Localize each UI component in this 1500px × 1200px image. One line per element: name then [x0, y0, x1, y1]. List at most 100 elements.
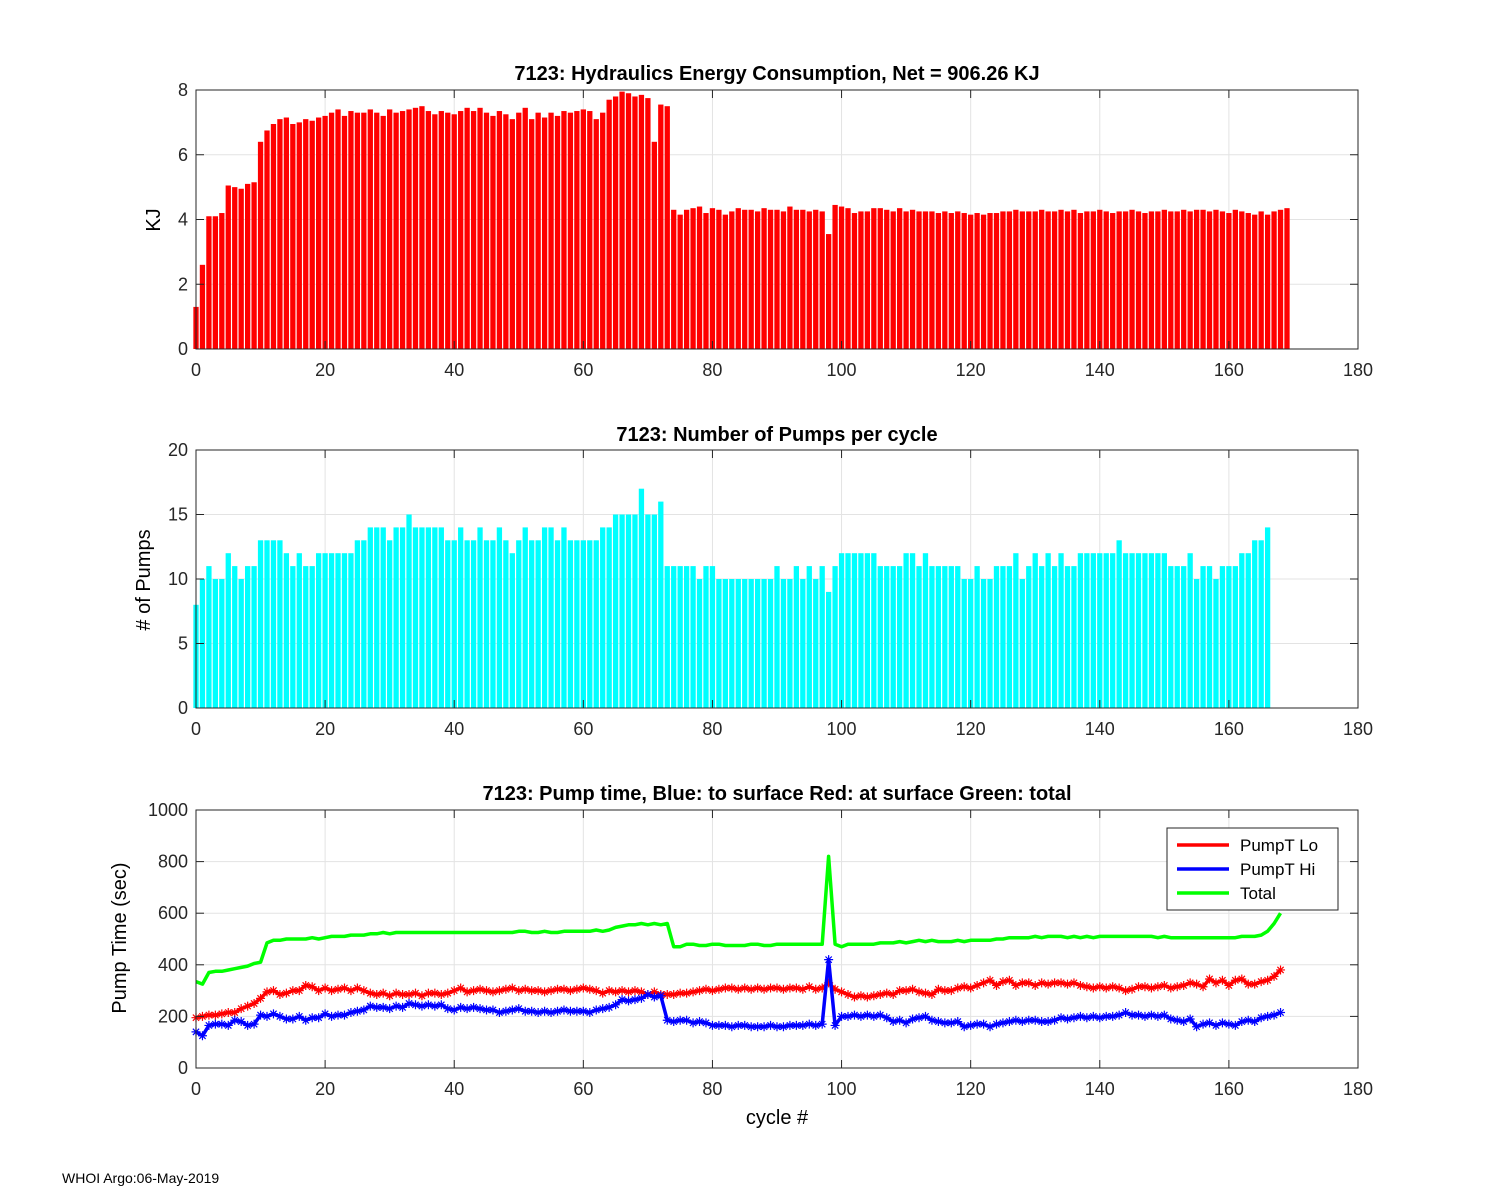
series-marker: [598, 988, 608, 998]
series-marker: [359, 1005, 369, 1015]
series-marker: [701, 984, 711, 994]
pumps-bar: [858, 553, 864, 708]
series-marker: [1030, 980, 1040, 990]
series-marker: [830, 1020, 840, 1030]
series-marker: [1243, 1015, 1253, 1025]
series-marker: [385, 991, 395, 1001]
pump-time-xtick-label: 20: [315, 1079, 335, 1099]
pumps-bar: [1161, 553, 1167, 708]
series-marker: [798, 1020, 808, 1030]
pumps-bar: [922, 553, 929, 708]
energy-xtick-label: 60: [573, 360, 593, 380]
series-marker: [727, 1022, 737, 1032]
energy-bar: [270, 123, 277, 350]
series-marker: [281, 988, 291, 998]
series-marker: [204, 1020, 214, 1030]
series-marker: [966, 1020, 976, 1030]
series-marker: [1004, 1017, 1014, 1027]
pumps-bar: [1000, 566, 1006, 708]
series-marker: [346, 986, 356, 996]
energy-bar: [1135, 211, 1142, 349]
series-marker: [294, 1011, 304, 1021]
pumps-bar: [1252, 540, 1258, 708]
series-marker: [1185, 978, 1195, 988]
series-marker: [1192, 979, 1202, 989]
series-marker: [501, 984, 511, 994]
series-marker: [565, 986, 575, 996]
energy-bar: [858, 211, 864, 349]
pumps-bar: [509, 553, 515, 708]
energy-chart-title: 7123: Hydraulics Energy Consumption, Net…: [514, 63, 1039, 85]
pumps-bar: [277, 540, 283, 708]
series-marker: [1069, 978, 1079, 988]
series-marker: [830, 984, 840, 994]
series-marker: [875, 989, 885, 999]
series-marker: [223, 1020, 233, 1030]
series-marker: [591, 986, 601, 996]
series-marker: [1017, 1017, 1027, 1027]
pumps-bar: [800, 579, 806, 708]
pumps-bar: [225, 553, 231, 708]
pumps-bar: [348, 553, 354, 708]
pumps-bar: [464, 540, 470, 708]
series-marker: [359, 986, 369, 996]
pumps-bar: [1077, 553, 1084, 708]
series-marker: [901, 1018, 911, 1028]
pumps-bar: [1206, 566, 1213, 708]
series-marker: [998, 977, 1008, 987]
pumps-bar: [296, 553, 302, 708]
series-marker: [675, 1015, 685, 1025]
pump-time-ytick-label: 800: [158, 852, 188, 872]
series-marker: [456, 983, 466, 993]
energy-bar: [387, 109, 393, 349]
energy-bar: [219, 213, 225, 349]
pump-time-xtick-label: 0: [191, 1079, 201, 1099]
pumps-xtick-label: 0: [191, 719, 201, 739]
pumps-bar: [567, 540, 574, 708]
series-marker: [527, 986, 537, 996]
energy-bar: [464, 107, 470, 350]
energy-ytick-label: 0: [178, 339, 188, 359]
series-marker: [314, 1013, 324, 1023]
energy-ytick-label: 6: [178, 145, 188, 165]
pumps-bar: [419, 527, 425, 708]
energy-xtick-label: 140: [1085, 360, 1115, 380]
energy-bar: [1245, 213, 1251, 349]
pump-time-ytick-label: 0: [178, 1058, 188, 1078]
series-marker: [1050, 978, 1060, 988]
energy-bar: [251, 182, 257, 349]
energy-bar: [432, 114, 438, 349]
pumps-bar: [535, 540, 541, 708]
pumps-ytick-label: 15: [168, 505, 188, 525]
pumps-bar: [490, 540, 496, 708]
pumps-xtick-label: 80: [702, 719, 722, 739]
series-marker: [572, 984, 582, 994]
energy-bar: [851, 213, 858, 349]
series-marker: [772, 1022, 782, 1032]
pumps-bar: [503, 540, 509, 708]
pumps-bar: [451, 540, 457, 708]
series-marker: [469, 1002, 479, 1012]
pumps-bar: [606, 527, 612, 708]
energy-bar: [1264, 214, 1271, 349]
series-marker: [824, 978, 834, 988]
energy-bar: [1000, 211, 1006, 349]
pumps-bar: [1058, 553, 1064, 708]
series-marker: [1237, 974, 1247, 984]
pumps-bar: [813, 579, 819, 708]
series-marker: [1205, 1018, 1215, 1028]
series-marker: [1269, 971, 1279, 981]
series-marker: [520, 984, 530, 994]
series-marker: [740, 1020, 750, 1030]
series-marker: [778, 984, 788, 994]
series-marker: [469, 986, 479, 996]
pumps-bar: [477, 527, 483, 708]
series-marker: [991, 980, 1001, 990]
pumps-bar: [942, 566, 948, 708]
series-marker: [301, 1015, 311, 1025]
pumps-bar: [212, 579, 219, 708]
energy-bar: [754, 211, 761, 349]
pumps-bar: [1045, 553, 1051, 708]
series-marker: [1069, 1013, 1079, 1023]
series-marker: [766, 1020, 776, 1030]
